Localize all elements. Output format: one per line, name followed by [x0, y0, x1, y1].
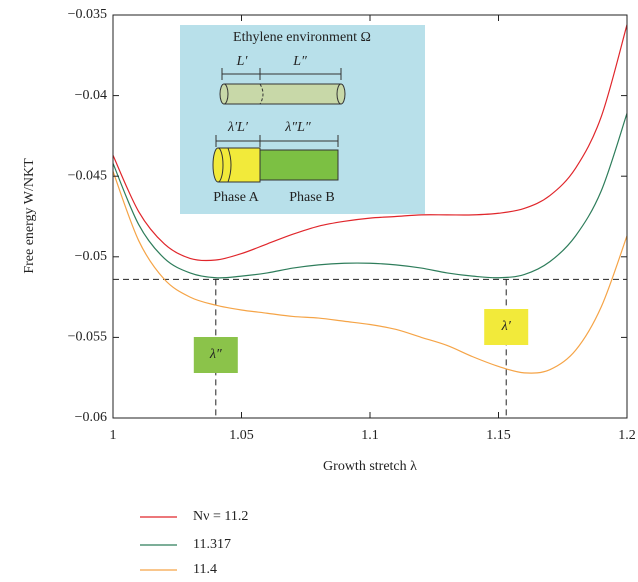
- x-tick-label: 1: [110, 428, 117, 443]
- annotation-box: [193, 337, 238, 373]
- x-tick-label: 1.05: [229, 428, 254, 443]
- series-line: [112, 24, 628, 262]
- annotation-label: λ″: [209, 347, 222, 362]
- inset-label: L′: [236, 54, 249, 69]
- inset-label: L″: [292, 54, 307, 69]
- y-axis-label: Free energy W/NKT: [22, 158, 37, 274]
- inset-label: λ″L″: [284, 120, 311, 135]
- inset-title: Ethylene environment Ω: [233, 30, 371, 45]
- inset-label: Phase A: [213, 190, 259, 205]
- y-tick-label: −0.06: [75, 410, 107, 425]
- x-tick-label: 1.1: [361, 428, 379, 443]
- y-tick-label: −0.035: [68, 7, 107, 22]
- series-line: [112, 113, 628, 279]
- annotation-label: λ′: [501, 319, 512, 334]
- inset-label: λ′L′: [227, 120, 249, 135]
- legend-label: 11.4: [193, 562, 217, 577]
- inset-label: Phase B: [289, 190, 335, 205]
- series-line: [112, 171, 628, 374]
- tube-phases: [212, 135, 339, 183]
- legend-label: Nν = 11.2: [193, 509, 248, 524]
- tube-initial: [219, 68, 346, 105]
- x-axis-label: Growth stretch λ: [323, 459, 417, 474]
- y-tick-label: −0.045: [68, 168, 107, 183]
- legend-label: 11.317: [193, 537, 231, 552]
- y-tick-label: −0.04: [75, 88, 107, 103]
- x-tick-label: 1.15: [486, 428, 511, 443]
- y-tick-label: −0.05: [75, 249, 107, 264]
- y-tick-label: −0.055: [68, 330, 107, 345]
- x-tick-label: 1.2: [618, 428, 636, 443]
- annotation-box: [484, 309, 529, 345]
